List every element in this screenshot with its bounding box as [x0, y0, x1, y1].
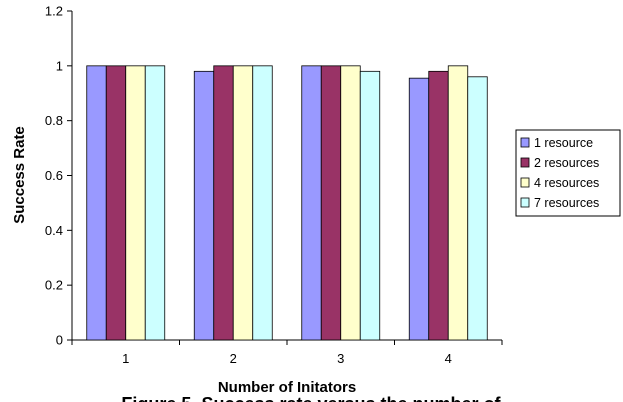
bar-7-resources-2 — [252, 65, 273, 341]
bar-2-resources-2 — [213, 65, 234, 341]
y-tick-label: 0.2 — [45, 278, 63, 293]
bar-2-resources-1 — [105, 65, 127, 341]
bar-4-resources-2 — [232, 65, 254, 341]
bar-1-resource-3 — [301, 65, 322, 341]
x-axis-title: Number of Initators — [218, 379, 356, 396]
bar-1-resource-2 — [193, 70, 215, 341]
y-axis-title: Success Rate — [11, 126, 28, 224]
x-tick-label: 2 — [230, 351, 237, 366]
legend: 1 resource 2 resources 4 resources 7 resour… — [515, 129, 621, 217]
y-tick-label: 0.4 — [45, 223, 63, 238]
bar-4-resources-4 — [447, 65, 469, 341]
legend-swatch — [520, 177, 530, 188]
legend-label: 2 resources — [534, 156, 599, 170]
x-axis: 1 2 3 4 — [71, 339, 503, 366]
bar-7-resources-1 — [144, 65, 166, 341]
y-tick-label: 0 — [56, 333, 63, 348]
bar-2-resources-4 — [428, 70, 449, 341]
bar-7-resources-3 — [359, 70, 381, 341]
bar-4-resources-3 — [340, 65, 361, 341]
bar-1-resource-4 — [408, 77, 430, 341]
legend-swatch — [520, 197, 530, 208]
legend-label: 4 resources — [534, 176, 599, 190]
y-tick-label: 1 — [56, 58, 63, 73]
legend-swatch — [520, 157, 530, 168]
x-tick-label: 4 — [445, 351, 452, 366]
y-tick-label: 0.8 — [45, 113, 63, 128]
bar-group — [86, 65, 488, 341]
bar-4-resources-1 — [125, 65, 146, 341]
bar-2-resources-3 — [320, 65, 342, 341]
y-tick-label: 0.6 — [45, 168, 63, 183]
y-tick-label: 1.2 — [45, 4, 63, 19]
figure-caption: Figure 5. Success rate versus the number… — [121, 394, 501, 402]
legend-label: 7 resources — [534, 196, 599, 210]
x-tick-label: 3 — [337, 351, 344, 366]
bar-1-resource-1 — [86, 65, 107, 341]
x-tick-label: 1 — [122, 351, 129, 366]
legend-label: 1 resource — [534, 136, 593, 150]
legend-swatch — [520, 137, 530, 148]
bar-7-resources-4 — [467, 76, 488, 341]
legend-box — [515, 129, 621, 217]
y-axis: 0 0.2 0.4 0.6 0.8 1 1.2 — [45, 4, 73, 348]
